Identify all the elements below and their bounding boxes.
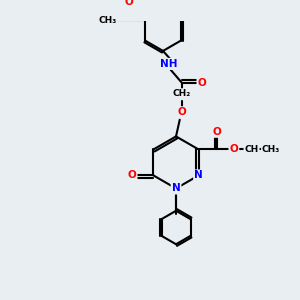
Text: CH: CH — [244, 145, 259, 154]
Text: CH₃: CH₃ — [262, 145, 280, 154]
Text: N: N — [194, 170, 203, 181]
Text: O: O — [177, 107, 186, 117]
Text: O: O — [213, 127, 221, 137]
Text: O: O — [230, 144, 238, 154]
Text: O: O — [124, 0, 133, 7]
Text: N: N — [172, 184, 180, 194]
Text: NH: NH — [160, 59, 177, 69]
Text: CH₂: CH₂ — [172, 89, 191, 98]
Text: O: O — [128, 170, 136, 181]
Text: CH₃: CH₃ — [98, 16, 116, 25]
Text: O: O — [198, 77, 206, 88]
